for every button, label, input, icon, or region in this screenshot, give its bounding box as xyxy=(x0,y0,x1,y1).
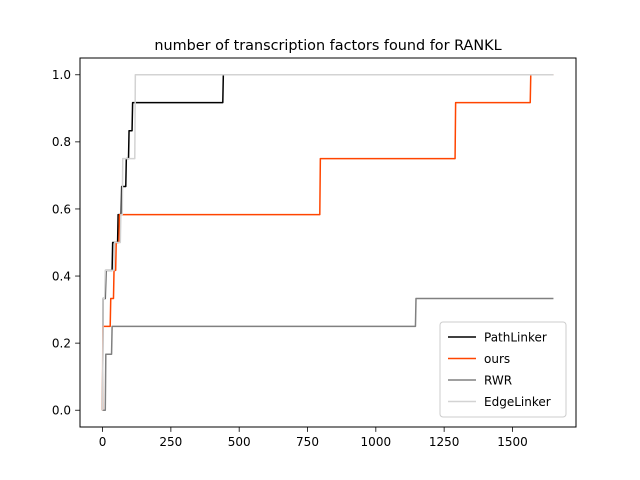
x-tick-label: 750 xyxy=(296,435,319,449)
x-tick-label: 1250 xyxy=(429,435,460,449)
plot-series xyxy=(101,74,554,411)
legend-label: ours xyxy=(484,352,510,366)
y-tick-label: 1.0 xyxy=(52,68,71,82)
plot-frame xyxy=(79,57,577,428)
y-tick-label: 0.6 xyxy=(52,202,71,216)
series-line-3 xyxy=(101,74,554,411)
y-tick-label: 0.2 xyxy=(52,336,71,350)
y-tick-label: 0.4 xyxy=(52,269,71,283)
legend-label: PathLinker xyxy=(484,330,547,344)
chart-title: number of transcription factors found fo… xyxy=(154,38,501,54)
x-tick-label: 1500 xyxy=(497,435,528,449)
x-tick-label: 0 xyxy=(99,435,107,449)
y-axis-ticks: 0.0 0.2 0.4 0.6 0.8 1.0 xyxy=(52,68,80,418)
legend-frame xyxy=(439,321,567,418)
legend-label: EdgeLinker xyxy=(484,395,551,409)
x-tick-label: 250 xyxy=(159,435,182,449)
series-line-2 xyxy=(102,297,554,411)
legend-label: RWR xyxy=(484,373,512,387)
x-tick-label: 1000 xyxy=(361,435,392,449)
x-axis-ticks: 0 250 500 750 1000 1250 1500 xyxy=(99,427,528,449)
y-tick-label: 0.0 xyxy=(52,404,71,418)
x-tick-label: 500 xyxy=(228,435,251,449)
legend: PathLinker ours RWR EdgeLinker xyxy=(439,321,567,418)
y-tick-label: 0.8 xyxy=(52,135,71,149)
